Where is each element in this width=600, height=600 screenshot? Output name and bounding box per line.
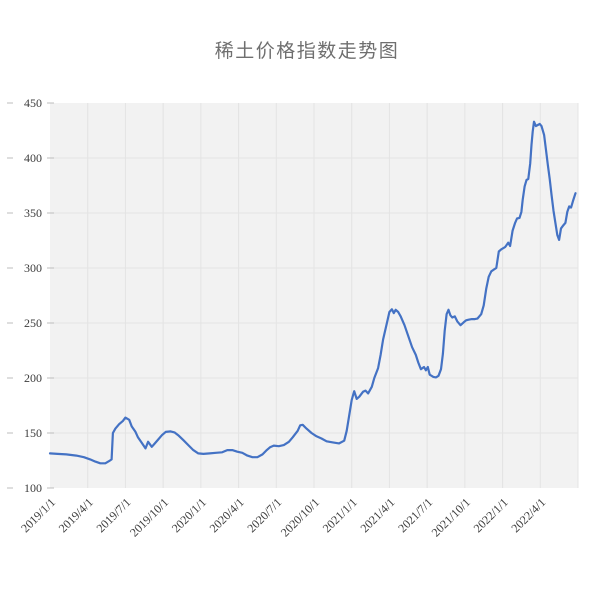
x-tick-label: 2022/1/1 [471,495,511,535]
y-tick-label: 350 [24,206,42,220]
y-tick-label: 150 [24,426,42,440]
y-tick-label: 300 [24,261,42,275]
x-tick-label: 2021/4/1 [357,495,397,535]
x-tick-label: 2019/4/1 [56,495,96,535]
x-tick-label: 2020/1/1 [169,495,209,535]
y-tick-label: 450 [24,96,42,110]
chart-title: 稀土价格指数走势图 [214,41,400,62]
y-tick-label: 200 [24,371,42,385]
y-tick-label: 400 [24,151,42,165]
x-tick-label: 2020/10/1 [278,495,322,539]
x-tick-label: 2019/1/1 [18,495,58,535]
y-tick-label: 250 [24,316,42,330]
x-tick-label: 2020/4/1 [207,495,247,535]
price-index-line [48,120,577,465]
y-tick-label: 100 [24,481,42,495]
x-tick-label: 2021/1/1 [320,495,360,535]
x-tick-label: 2022/4/1 [508,495,548,535]
x-tick-label: 2019/10/1 [127,495,171,539]
x-tick-label: 2021/10/1 [429,495,473,539]
